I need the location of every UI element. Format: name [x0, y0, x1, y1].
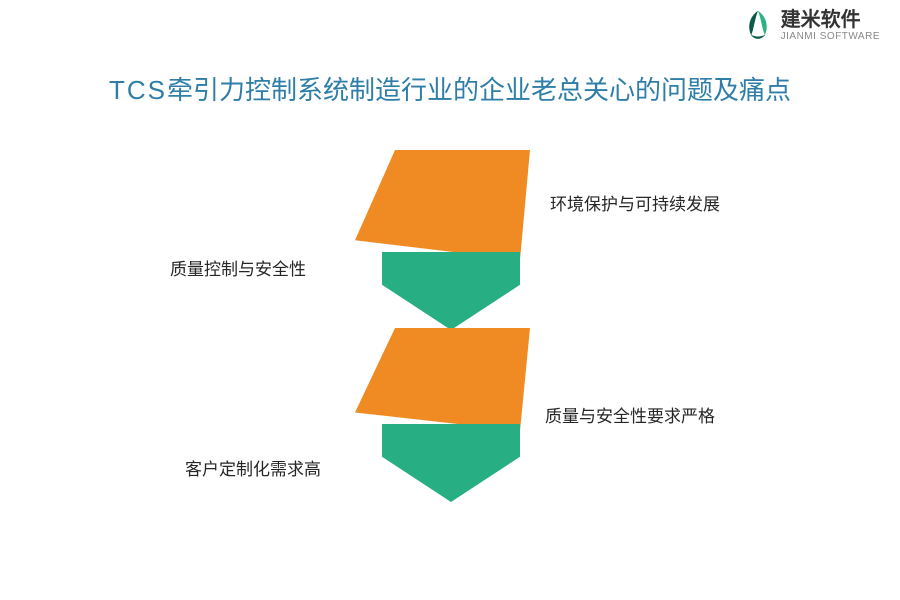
- page-title: TCS牵引力控制系统制造行业的企业老总关心的问题及痛点: [0, 70, 900, 107]
- shape-s2: [382, 252, 520, 330]
- logo-base: [750, 35, 765, 39]
- logo-leaf-light: [758, 11, 767, 35]
- label-s4: 客户定制化需求高: [185, 455, 321, 480]
- shape-s1: [355, 150, 530, 260]
- shape-s3: [355, 328, 530, 431]
- label-s1: 环境保护与可持续发展: [550, 190, 720, 215]
- label-s3: 质量与安全性要求严格: [545, 402, 715, 427]
- logo-text: 建米软件 JIANMI SOFTWARE: [781, 9, 880, 42]
- label-s2: 质量控制与安全性: [170, 255, 306, 280]
- title-text: 牵引力控制系统制造行业的企业老总关心的问题及痛点: [167, 75, 791, 105]
- logo-mark-icon: [741, 8, 775, 42]
- logo-leaf-dark: [749, 11, 758, 35]
- brand-logo: 建米软件 JIANMI SOFTWARE: [741, 8, 880, 42]
- pain-points-diagram: 环境保护与可持续发展质量控制与安全性质量与安全性要求严格客户定制化需求高: [0, 150, 900, 580]
- logo-name-cn: 建米软件: [781, 9, 880, 31]
- shape-s4: [382, 424, 520, 502]
- logo-name-en: JIANMI SOFTWARE: [781, 31, 880, 42]
- title-prefix: TCS: [109, 75, 167, 105]
